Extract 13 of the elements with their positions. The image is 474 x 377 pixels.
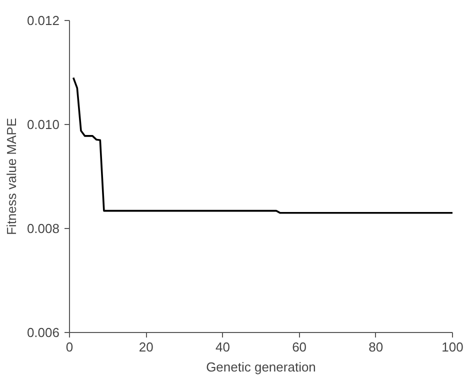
- y-tick-label: 0.006: [26, 325, 60, 340]
- x-tick-label: 100: [442, 340, 464, 354]
- x-tick-label: 60: [292, 340, 307, 354]
- x-tick-label: 80: [368, 340, 384, 354]
- y-tick-label: 0.008: [26, 221, 60, 236]
- x-tick-label: 40: [215, 340, 230, 354]
- y-tick-label: 0.012: [26, 13, 60, 28]
- y-tick-label: 0.010: [26, 117, 60, 132]
- line-series: [72, 76, 452, 214]
- x-tick-label: 0: [66, 340, 74, 354]
- x-axis-title: Genetic generation: [206, 360, 316, 374]
- x-tick-label: 20: [138, 340, 154, 354]
- y-axis-title: Fitness value MAPE: [4, 118, 19, 236]
